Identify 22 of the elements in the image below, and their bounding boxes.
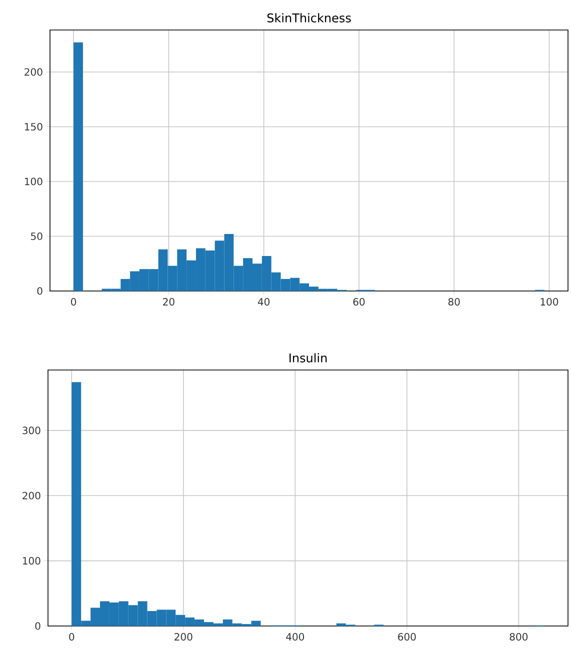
y-tick-label: 200 (24, 68, 42, 76)
x-tick-label: 400 (286, 633, 304, 641)
chart-title: Insulin (290, 353, 327, 362)
x-tick-label: 200 (174, 633, 192, 641)
x-tick-label: 0 (69, 633, 74, 641)
x-tick-label: 20 (163, 298, 174, 306)
y-tick-label: 300 (22, 426, 40, 434)
x-tick-label: 600 (398, 633, 416, 641)
y-tick-label: 0 (35, 622, 40, 630)
y-tick-label: 100 (24, 178, 42, 186)
x-tick-label: 0 (71, 298, 76, 306)
x-tick-label: 80 (448, 298, 460, 306)
x-tick-label: 60 (353, 298, 365, 306)
x-tick-label: 40 (258, 298, 270, 306)
x-tick-label: 800 (510, 633, 528, 641)
y-tick-label: 150 (24, 122, 42, 131)
chart-title: SkinThickness (267, 13, 351, 22)
y-tick-label: 100 (22, 557, 40, 565)
y-tick-label: 50 (31, 232, 42, 240)
y-tick-label: 200 (22, 492, 40, 500)
y-tick-label: 0 (37, 287, 42, 295)
x-tick-label: 100 (540, 298, 558, 306)
